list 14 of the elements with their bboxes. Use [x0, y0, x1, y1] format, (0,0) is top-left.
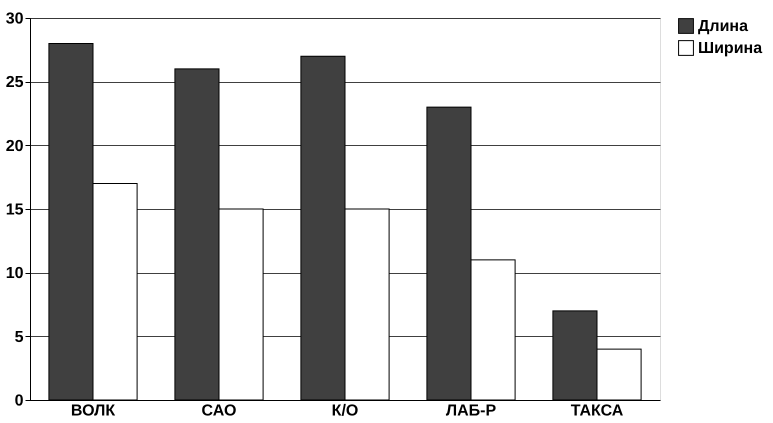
y-tick-label: 10: [6, 265, 24, 282]
y-tick-label: 15: [6, 202, 24, 218]
legend-label: Длина: [698, 18, 748, 35]
x-tick-label: ТАКСА: [570, 402, 624, 420]
legend-label: Ширина: [698, 40, 762, 57]
y-tick-label: 25: [6, 74, 24, 92]
x-tick-label: ВОЛК: [70, 402, 116, 420]
x-tick-label: ЛАБ-Р: [446, 402, 496, 420]
x-tick-label: К/О: [332, 402, 358, 420]
y-tick-label: 20: [6, 138, 24, 155]
x-tick-label: САО: [202, 402, 236, 420]
y-tick-label: 5: [14, 328, 24, 346]
y-tick-label: 0: [14, 392, 24, 410]
y-tick-label: 30: [6, 10, 24, 28]
